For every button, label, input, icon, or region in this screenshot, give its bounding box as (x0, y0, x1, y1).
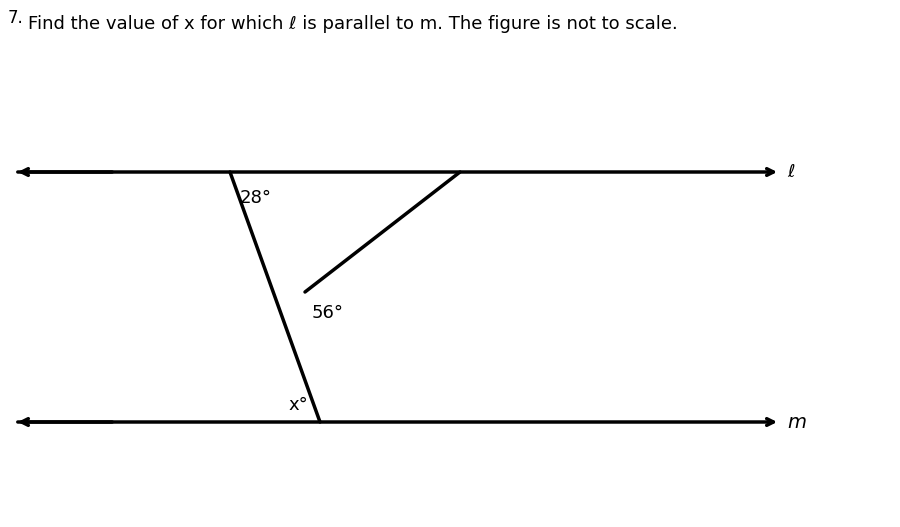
Text: 7.: 7. (8, 9, 23, 27)
Text: 56°: 56° (312, 304, 344, 322)
Text: 28°: 28° (240, 189, 272, 207)
Text: Find the value of x for which ℓ is parallel to m. The figure is not to scale.: Find the value of x for which ℓ is paral… (28, 15, 678, 33)
Text: x°: x° (288, 396, 308, 414)
Text: ℓ: ℓ (787, 163, 795, 181)
Text: m: m (787, 413, 806, 432)
